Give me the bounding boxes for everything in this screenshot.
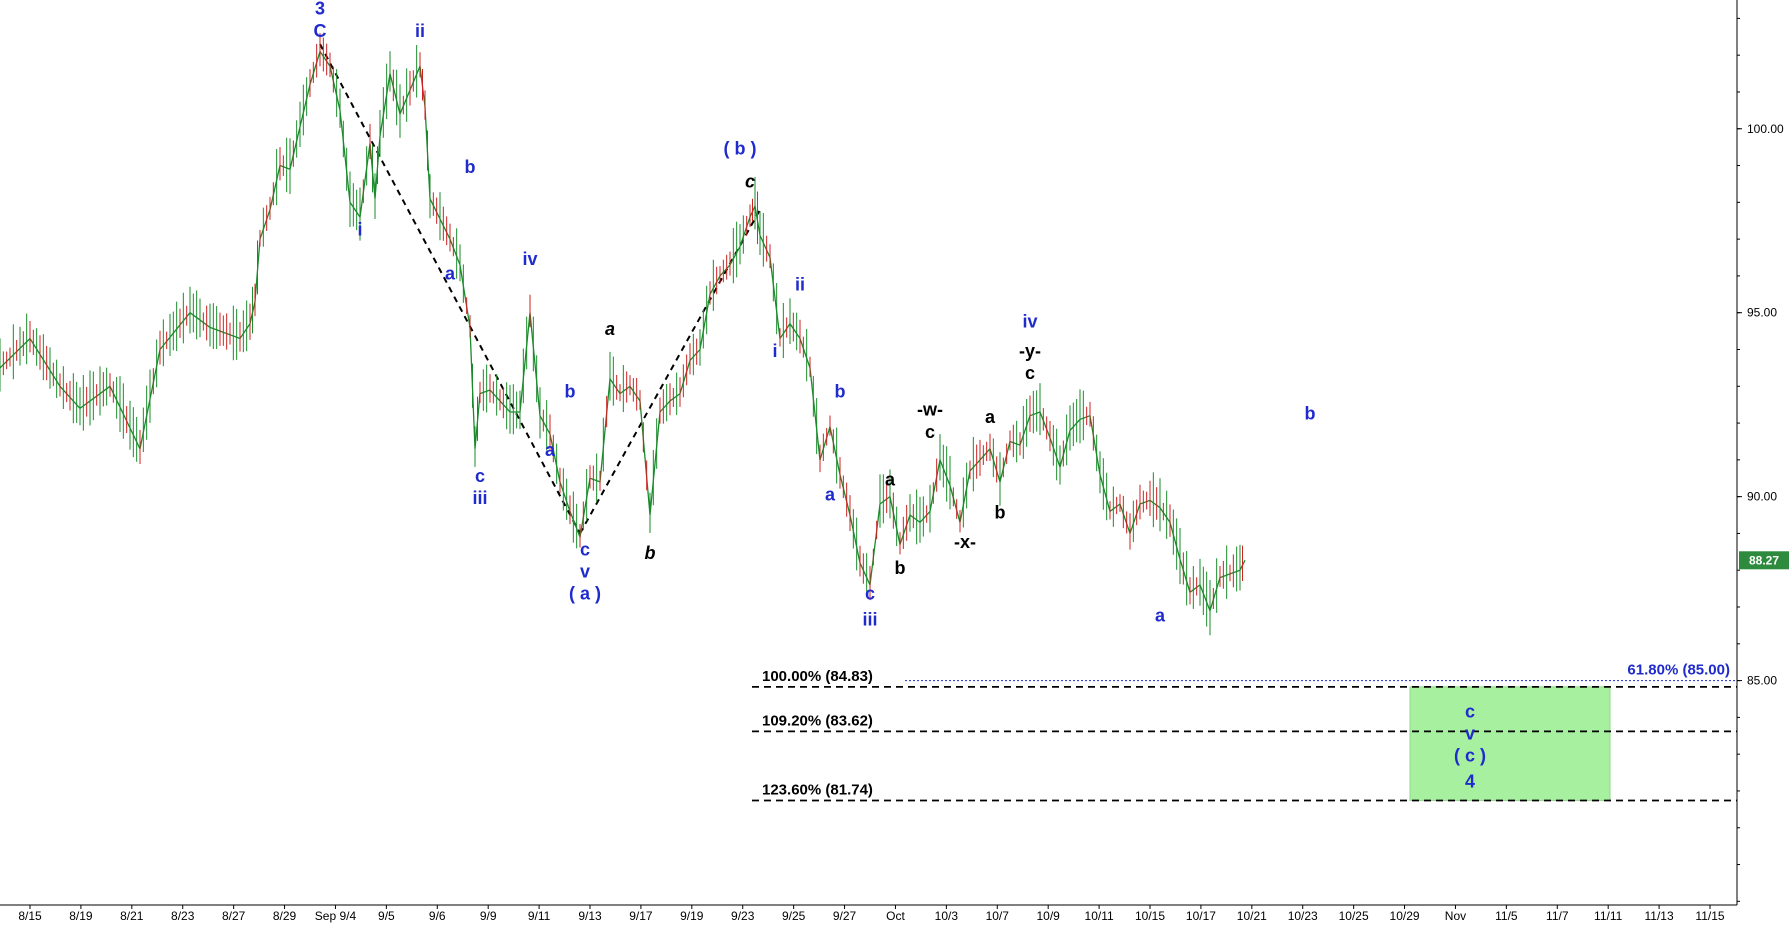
wave-label: ( b ) — [724, 139, 757, 159]
wave-label: b — [995, 503, 1006, 523]
y-tick-label: 100.00 — [1747, 122, 1784, 136]
x-tick-label: 10/9 — [1037, 909, 1061, 923]
x-tick-label: 8/29 — [273, 909, 297, 923]
trend-lines — [319, 43, 761, 534]
x-tick-label: 10/17 — [1186, 909, 1216, 923]
wave-label: b — [835, 381, 846, 401]
y-tick-label: 90.00 — [1747, 490, 1777, 504]
wave-label: i — [357, 219, 362, 239]
x-tick-label: 9/25 — [782, 909, 806, 923]
fib-level-label: 123.60% (81.74) — [762, 782, 873, 799]
x-tick-label: 10/21 — [1237, 909, 1267, 923]
x-tick-label: 9/13 — [578, 909, 602, 923]
wave-label: b — [645, 543, 656, 563]
x-tick-label: 11/5 — [1495, 909, 1518, 923]
wave-label: a — [605, 319, 615, 339]
wave-label: iii — [472, 488, 487, 508]
wave-label: a — [1155, 606, 1166, 626]
wave-label: v — [1465, 723, 1475, 743]
wave-label: c — [925, 422, 935, 442]
trend-line — [319, 43, 581, 534]
wave-label: c — [865, 584, 875, 604]
wave-label: -y- — [1019, 341, 1041, 361]
x-tick-label: 9/27 — [833, 909, 857, 923]
fib-level-label: 109.20% (83.62) — [762, 712, 873, 729]
wave-label: a — [885, 470, 896, 490]
x-tick-label: 8/19 — [69, 909, 93, 923]
target-zone-layer — [1409, 686, 1611, 802]
x-tick-label: 10/7 — [986, 909, 1010, 923]
last-price-label: 88.27 — [1749, 553, 1779, 567]
x-tick-label: 9/11 — [528, 909, 551, 923]
x-tick-label: 8/27 — [222, 909, 246, 923]
wave-label: 3 — [315, 0, 325, 19]
wave-label: a — [825, 484, 836, 504]
wave-label: c — [580, 540, 590, 560]
wave-label: C — [314, 21, 327, 41]
wave-label: c — [1465, 701, 1475, 721]
wave-label: 4 — [1465, 771, 1475, 791]
y-tick-label: 85.00 — [1747, 674, 1777, 688]
x-tick-label: 10/23 — [1288, 909, 1318, 923]
x-tick-label: 10/29 — [1390, 909, 1420, 923]
price-line — [0, 50, 1246, 613]
fib-level-label: 100.00% (84.83) — [762, 668, 873, 685]
x-tick-label: 8/23 — [171, 909, 195, 923]
wave-label: b — [465, 157, 476, 177]
x-tick-label: 11/11 — [1594, 909, 1623, 923]
wave-label: i — [772, 341, 777, 361]
last-price-badge — [1739, 551, 1789, 570]
wave-label: b — [565, 381, 576, 401]
wave-label: iv — [522, 249, 537, 269]
fib-level-label: 61.80% (85.00) — [1627, 662, 1730, 679]
wave-label: a — [545, 440, 556, 460]
x-tick-label: 9/5 — [378, 909, 395, 923]
wave-label: -x- — [954, 532, 976, 552]
x-tick-label: 8/15 — [18, 909, 42, 923]
x-tick-label: 8/21 — [120, 909, 144, 923]
wave-label: iv — [1022, 311, 1037, 331]
wave-label: v — [580, 562, 590, 582]
target-zone-box — [1409, 686, 1611, 802]
wave-label: ii — [415, 21, 425, 41]
y-tick-label: 95.00 — [1747, 306, 1777, 320]
wave-label: a — [985, 407, 996, 427]
x-tick-label: 10/15 — [1135, 909, 1165, 923]
x-tick-label: 9/19 — [680, 909, 704, 923]
wave-label: a — [445, 264, 456, 284]
x-tick-label: Sep 9/4 — [315, 909, 357, 923]
x-tick-label: 9/17 — [629, 909, 653, 923]
x-tick-label: 11/13 — [1645, 909, 1674, 923]
wave-label: b — [895, 558, 906, 578]
x-tick-label: 9/9 — [480, 909, 497, 923]
x-tick-label: 9/6 — [429, 909, 446, 923]
wave-label: iii — [862, 609, 877, 629]
price-series — [0, 33, 1246, 636]
x-tick-label: Nov — [1445, 909, 1466, 923]
x-tick-label: Oct — [886, 909, 905, 923]
fibonacci-levels: 100.00% (84.83) 109.20% (83.62) 123.60% (8… — [752, 662, 1737, 802]
wave-label: ( c ) — [1454, 746, 1486, 766]
wave-label: ii — [795, 275, 805, 295]
wave-label: -w- — [917, 400, 943, 420]
x-tick-label: 10/25 — [1339, 909, 1369, 923]
wave-label: ( a ) — [569, 584, 601, 604]
wave-label: c — [745, 172, 755, 192]
x-tick-label: 10/3 — [935, 909, 959, 923]
x-tick-label: 10/11 — [1085, 909, 1114, 923]
x-tick-label: 11/7 — [1546, 909, 1569, 923]
x-tick-label: 11/15 — [1695, 909, 1724, 923]
wave-label: c — [475, 466, 485, 486]
wave-label: c — [1025, 363, 1035, 383]
x-tick-label: 9/23 — [731, 909, 755, 923]
wave-label: b — [1305, 403, 1316, 423]
